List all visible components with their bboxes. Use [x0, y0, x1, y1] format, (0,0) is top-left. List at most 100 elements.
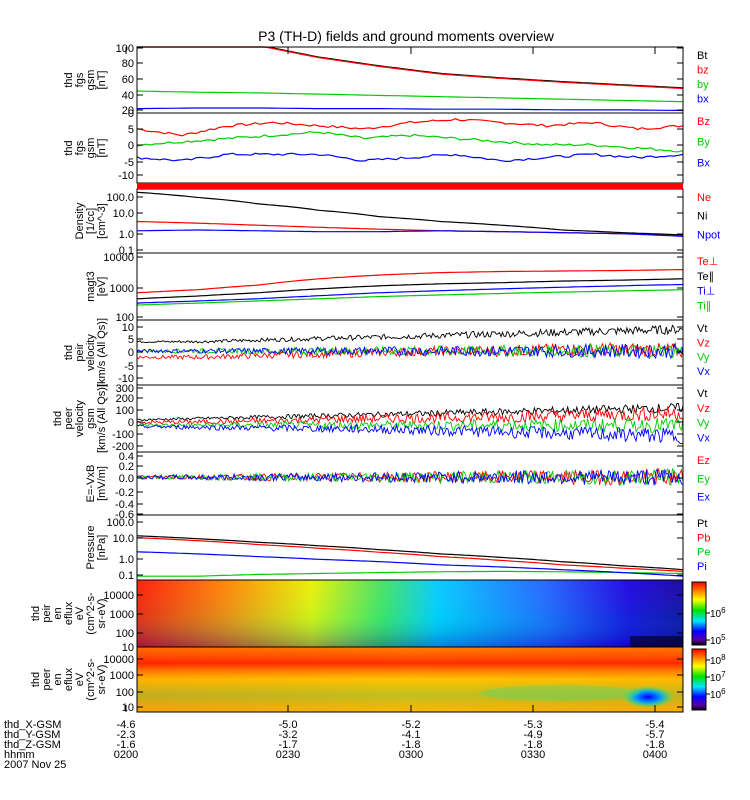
legend-label: Vy [697, 352, 710, 364]
x-axis-value: -5.0 [279, 719, 298, 731]
series-line-by [136, 90, 684, 103]
y-tick-label: 10 [122, 322, 134, 334]
legend-label: Ey [697, 473, 710, 485]
x-axis-value: -1.8 [646, 739, 665, 751]
y-axis-label: thd [30, 672, 42, 687]
panel-4: Te⊥ Te∥ Ti⊥ Ti∥ 10000 1000 100 magt3 [eV] [85, 252, 718, 324]
y-tick-label: 0.1 [119, 570, 134, 582]
y-axis-label: fgs [74, 140, 86, 155]
y-axis-label: en [52, 607, 64, 619]
y-axis-label: peir [74, 343, 86, 362]
y-axis-label: thd [63, 140, 75, 155]
series-line-bz [137, 46, 684, 90]
y-axis-label: sr-eV) [96, 665, 108, 695]
y-tick-label: 0 [128, 417, 134, 429]
y-axis-label: thd [63, 345, 75, 360]
y-axis-label: E=-VxB [85, 465, 97, 503]
legend-label: Ti⊥ [697, 286, 715, 298]
panel-1: Bt bz by bx 100 80 60 40 200 thd fgs gsm [nT] [63, 43, 709, 120]
series-line-ti [136, 289, 684, 306]
series-line-vt [136, 402, 684, 422]
y-axis-label: fgs [74, 72, 86, 87]
y-tick-label: 100 [116, 312, 134, 324]
x-axis-value: -5.7 [646, 729, 665, 741]
x-axis-value: 0400 [643, 749, 667, 761]
series-line-vy [136, 416, 684, 434]
y-tick-label: 10 [122, 642, 134, 654]
panel-frame [136, 451, 684, 516]
series-line-bt [137, 46, 684, 89]
x-axis-value: -1.6 [117, 739, 136, 751]
y-tick-label: 0.0 [119, 473, 134, 485]
x-axis-row-label: thd_Z-GSM [4, 739, 61, 751]
y-tick-label: 0.1 [119, 245, 134, 257]
series-line-vx [136, 423, 684, 445]
spectrogram-dark-region [630, 636, 683, 647]
legend-label: Vy [697, 418, 710, 430]
spectrogram-low-energy-spot [622, 686, 674, 708]
spectrogram-band [480, 685, 640, 701]
panel-frame [136, 646, 684, 713]
series-line-bx [136, 152, 684, 162]
y-axis-label: peer [41, 668, 53, 690]
y-axis-label: [nPa] [96, 535, 108, 561]
x-axis-value: -5.2 [402, 719, 421, 731]
legend-label: Vx [697, 432, 710, 444]
y-axis-label: [nT] [96, 71, 108, 90]
series-line-te [136, 269, 683, 294]
y-axis-label: eflux [63, 667, 75, 691]
series-line-bx [137, 107, 684, 112]
y-tick-label: -200 [112, 441, 134, 453]
y-axis-label: eV [74, 672, 86, 686]
x-axis-value: -3.2 [279, 729, 298, 741]
series-line-vz [136, 406, 684, 426]
panel-10: 108 107 106 10000 1000 100 10 thd peer en eflux eV(… [30, 646, 726, 714]
x-axis-value: -4.6 [117, 719, 136, 731]
y-axis-label: peer [63, 407, 75, 429]
panel-9: 106 105 10000 1000 100 10 thd peir en eflux eV (cm^… [30, 579, 726, 654]
colorbar-tick-label: 105 [710, 633, 726, 647]
y-axis-label: [cm^-3] [96, 203, 108, 239]
y-axis-label: peir [41, 604, 53, 623]
legend-label: Vz [697, 337, 710, 349]
legend-label: bz [697, 65, 709, 77]
series-line-pt [136, 535, 684, 571]
x-axis-value: -1.8 [402, 739, 421, 751]
y-tick-label: 10.0 [113, 533, 134, 545]
y-tick-label: 0.2 [119, 461, 134, 473]
panel-frame [136, 188, 684, 254]
y-tick-label: 200 [116, 393, 134, 405]
y-axis-label: thd [52, 411, 64, 426]
chart-title: P3 (TH-D) fields and ground moments over… [258, 28, 555, 44]
y-tick-label: -5 [124, 361, 134, 373]
y-tick-label: 100.0 [106, 517, 134, 529]
x-axis-row-label: hhmm [4, 749, 35, 761]
y-tick-label: 10000 [103, 590, 134, 602]
y-tick-label: -0.6 [115, 509, 134, 521]
y-axis-label: [km/s (All Qs)] [96, 318, 108, 387]
y-tick-label: 0 [128, 140, 134, 152]
panel-frame [136, 514, 684, 581]
x-axis-value: -4.1 [402, 729, 421, 741]
x-axis-value: 0230 [276, 749, 300, 761]
legend-label: Npot [697, 229, 720, 241]
y-axis-label: (cm^2-s- [85, 592, 97, 635]
y-axis-label: velocity [74, 400, 86, 437]
colorbar [691, 648, 707, 711]
separator-band [137, 183, 683, 189]
series-line-vx [136, 342, 684, 360]
legend-label: Pi [697, 561, 707, 573]
series-line-pb [136, 537, 684, 572]
y-tick-label: -0.4 [115, 499, 134, 511]
y-tick-label: 40 [122, 90, 134, 102]
y-axis-label: magt3 [85, 271, 97, 302]
colorbar-tick-label: 106 [710, 606, 726, 620]
colorbar [691, 581, 707, 646]
y-tick-label: 100 [116, 687, 134, 699]
y-axis-label: sr-eV) [96, 599, 108, 629]
legend-label: bx [697, 94, 709, 106]
legend-label: Bt [697, 50, 707, 62]
y-tick-label: 60 [122, 74, 134, 86]
